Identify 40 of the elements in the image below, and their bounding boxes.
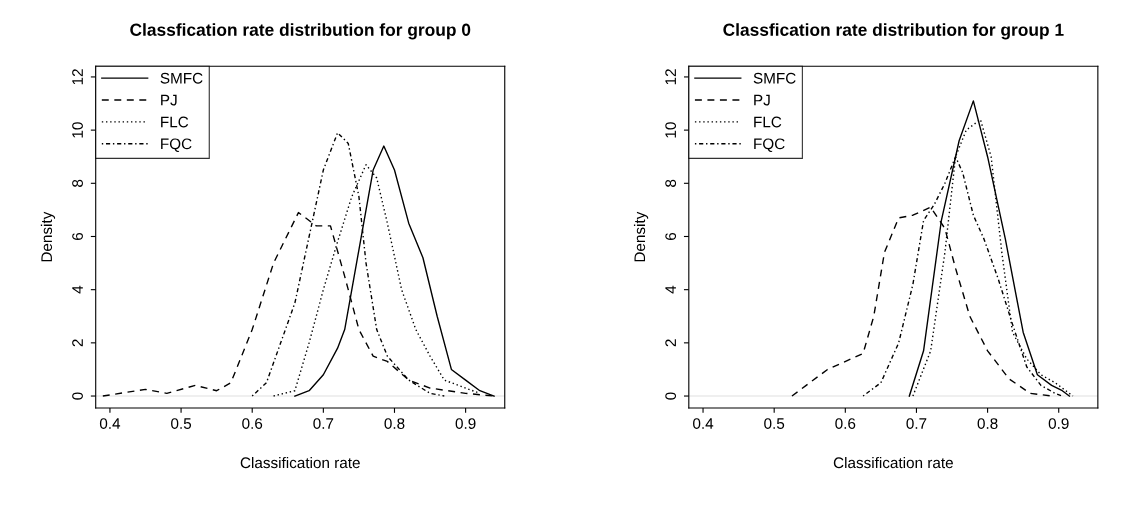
x-tick-label: 0.8: [384, 418, 405, 429]
x-tick-label: 0.8: [977, 418, 998, 429]
legend-label: PJ: [754, 94, 770, 106]
x-tick-label: 0.6: [242, 418, 263, 429]
x-tick-label: 0.7: [313, 418, 334, 429]
legend-label: FLC: [754, 116, 782, 128]
chart-title: Classfication rate distribution for group 0: [130, 23, 471, 40]
legend-label: SMFC: [753, 72, 796, 84]
y-tick-label: 12: [665, 69, 676, 85]
y-tick-label: 2: [72, 339, 83, 347]
y-tick-label: 6: [665, 232, 677, 240]
legend-label: FQC: [754, 138, 785, 153]
x-tick-label: 0.7: [906, 418, 927, 429]
y-tick-label: 10: [665, 122, 677, 138]
y-tick-label: 6: [72, 232, 83, 240]
x-tick-label: 0.4: [99, 418, 121, 429]
x-tick-label: 0.4: [693, 418, 714, 429]
x-tick-label: 0.6: [835, 418, 856, 429]
y-tick-label: 12: [72, 69, 83, 85]
y-tick-label: 8: [665, 179, 677, 187]
y-axis-title: Density: [633, 211, 649, 262]
legend-label: FQC: [161, 138, 192, 153]
x-tick-label: 0.9: [455, 418, 476, 429]
y-tick-label: 0: [72, 392, 83, 400]
y-tick-label: 8: [72, 179, 83, 187]
y-tick-label: 10: [72, 122, 83, 138]
y-tick-label: 4: [665, 285, 676, 294]
x-axis-title: Classification rate: [240, 456, 360, 469]
chart-title: Classfication rate distribution for group 1: [723, 23, 1064, 40]
y-axis-title: Density: [40, 211, 56, 262]
legend-label: SMFC: [160, 72, 203, 84]
x-tick-label: 0.9: [1048, 418, 1069, 429]
legend-label: FLC: [161, 116, 189, 128]
y-tick-label: 4: [72, 285, 83, 294]
y-tick-label: 2: [665, 339, 676, 347]
y-tick-label: 0: [665, 392, 677, 400]
x-axis-title: Classification rate: [833, 456, 953, 469]
x-tick-label: 0.5: [171, 418, 192, 429]
legend-label: PJ: [161, 94, 177, 106]
x-tick-label: 0.5: [764, 418, 785, 429]
